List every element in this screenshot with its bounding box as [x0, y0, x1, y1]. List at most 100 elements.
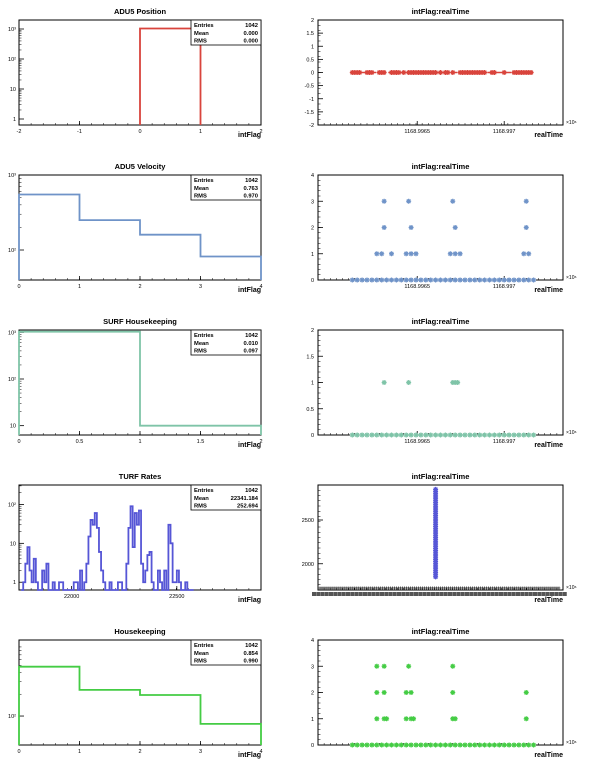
- x-tick-label-crowded: [528, 592, 533, 596]
- y-tick-label: 10³: [8, 330, 16, 336]
- scatter-point: [450, 198, 456, 204]
- x-tick-label: 3: [199, 749, 202, 755]
- y-tick-label: 1.5: [306, 31, 314, 37]
- histogram-bin: [32, 582, 34, 590]
- stats-label: Mean: [194, 651, 209, 657]
- y-tick-label: 2500: [302, 518, 314, 524]
- y-tick-label: 10: [10, 87, 16, 93]
- scatter-point: [457, 277, 463, 283]
- scatter-adu5-velocity: intFlag:realTime realTime 0 1 2 3 4 1168.9965 11…: [311, 162, 577, 294]
- y-tick-label: 4: [311, 173, 314, 179]
- y-tick-label: -2: [309, 123, 314, 129]
- hist-adu5-velocity: ADU5 Velocity intFlag 0 1 2 3 4 10² 10³ Entries 10…: [8, 162, 262, 294]
- stats-value: 0.763: [243, 186, 258, 192]
- x-tick-label-crowded: [418, 592, 423, 596]
- scatter-point: [511, 742, 517, 748]
- scatter-point: [393, 432, 399, 438]
- hist-adu5-position: ADU5 Position intFlag -2 -1 0 1 2 1 10 10² 10³ Entr…: [8, 7, 262, 139]
- x-tick-label-crowded: [558, 592, 563, 596]
- histogram-bin: [93, 525, 95, 590]
- x-exponent-label: ×10⁶: [566, 430, 577, 436]
- x-tick-label-crowded: [397, 592, 401, 596]
- scatter-point: [523, 690, 529, 695]
- x-tick-label-crowded: [490, 592, 495, 596]
- stats-value: 252.694: [237, 504, 259, 510]
- x-axis-label: intFlag: [238, 442, 261, 449]
- scatter-point: [403, 716, 409, 722]
- y-tick-label: 10³: [8, 27, 16, 33]
- scatter-point: [389, 251, 394, 257]
- scatter-point: [452, 716, 458, 722]
- x-tick-label-crowded: [550, 592, 554, 596]
- scatter-point: [523, 198, 529, 204]
- x-tick-label: 1.5: [197, 439, 205, 445]
- chart-title: intFlag:realTime: [412, 472, 470, 481]
- y-tick-label: 10²: [8, 714, 16, 720]
- y-tick-label: 10²: [8, 502, 16, 508]
- x-axis-label: intFlag: [238, 597, 261, 604]
- stats-value: 1042: [245, 178, 258, 184]
- x-tick-label-crowded: [409, 592, 414, 596]
- y-tick-label: 2: [311, 226, 314, 232]
- stats-value: 0.970: [243, 194, 258, 200]
- x-tick-label-crowded: [524, 592, 529, 596]
- x-tick-label-crowded: [554, 592, 559, 596]
- y-tick-label: 4: [311, 638, 314, 644]
- x-tick-label-crowded: [371, 592, 376, 596]
- scatter-point: [384, 742, 390, 748]
- scatter-point: [408, 251, 414, 257]
- stats-value: 1042: [245, 23, 258, 29]
- x-tick-label: 1168.9965: [404, 439, 430, 445]
- x-tick-label-crowded: [507, 592, 512, 596]
- scatter-point: [482, 277, 488, 283]
- x-axis-label: intFlag: [238, 132, 261, 139]
- stats-label: Entries: [194, 488, 214, 494]
- histogram-series: [18, 193, 262, 280]
- scatter-point: [428, 277, 434, 283]
- x-tick-label: 0: [138, 129, 141, 135]
- scatter-point: [501, 742, 507, 748]
- scatter-point: [438, 742, 443, 748]
- stats-box: [190, 329, 262, 356]
- x-tick-label: 1: [138, 439, 141, 445]
- stats-value: 0.000: [243, 31, 258, 37]
- scatter-point: [438, 70, 443, 75]
- x-tick-label: 1: [199, 129, 202, 135]
- x-tick-label-crowded: [439, 592, 444, 596]
- scatter-point: [393, 277, 399, 283]
- x-tick-label-crowded: [456, 592, 461, 596]
- y-tick-label: 10²: [8, 377, 16, 383]
- scatter-point: [403, 277, 409, 283]
- y-tick-label: 1: [13, 580, 16, 586]
- x-tick-label-crowded: [414, 592, 418, 596]
- scatter-point: [413, 251, 419, 257]
- scatter-point: [526, 251, 532, 257]
- x-tick-label: 0.5: [76, 439, 84, 445]
- chart-title: SURF Housekeeping: [103, 317, 177, 326]
- stats-value: 0.010: [243, 341, 258, 347]
- scatter-point: [379, 251, 385, 257]
- x-tick-label: 22500: [169, 594, 184, 600]
- stats-label: Mean: [194, 31, 209, 37]
- histogram-bin: [201, 256, 262, 280]
- x-tick-label: 1: [78, 749, 81, 755]
- y-tick-label: 10²: [8, 248, 16, 254]
- y-tick-label: -0.5: [305, 84, 314, 90]
- histogram-bin: [140, 235, 201, 280]
- scatter-point: [408, 690, 414, 695]
- scatter-point: [482, 432, 488, 438]
- chart-title: intFlag:realTime: [412, 317, 470, 326]
- scatter-point: [511, 432, 517, 438]
- x-tick-label-crowded: [380, 592, 384, 596]
- x-tick-label-crowded: [545, 592, 550, 596]
- scatter-point: [501, 277, 507, 283]
- scatter-point: [447, 432, 453, 438]
- scatter-point: [452, 251, 458, 257]
- x-tick-label-crowded: [516, 592, 520, 596]
- y-tick-label: 10³: [8, 173, 16, 179]
- x-tick-label-crowded: [465, 592, 469, 596]
- y-tick-label: 3: [311, 199, 314, 205]
- scatter-point: [521, 251, 527, 257]
- stats-label: RMS: [194, 349, 207, 355]
- stats-box: [190, 639, 262, 666]
